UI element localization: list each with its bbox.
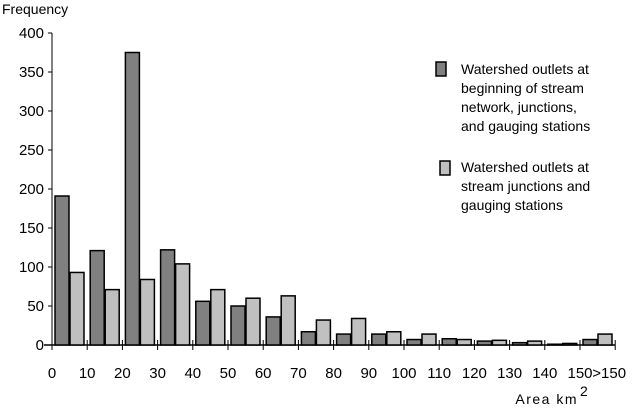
- bar-series2: [386, 330, 402, 346]
- x-tick-label: 110: [427, 365, 451, 382]
- x-axis-label: Area km: [515, 391, 578, 407]
- bar-series2: [562, 342, 578, 346]
- y-tick-label: 50: [27, 298, 44, 315]
- bar-series2: [139, 278, 156, 346]
- x-tick-label: 0: [48, 365, 56, 382]
- legend-label-series2: Watershed outlets at: [461, 159, 589, 175]
- x-tick-label: 40: [184, 365, 201, 382]
- y-tick-label: 0: [36, 337, 44, 354]
- legend-swatch-series2: [439, 160, 451, 176]
- bar-series2: [210, 288, 226, 346]
- x-axis-label-superscript: 2: [580, 383, 588, 399]
- y-tick-label: 250: [19, 142, 44, 159]
- bar-series2: [245, 297, 261, 346]
- bar-series2: [350, 317, 367, 346]
- y-tick-label: 300: [19, 103, 44, 120]
- x-tick-label: 140: [532, 365, 557, 382]
- legend-label-series2: stream junctions and: [461, 178, 590, 194]
- y-tick-label: 400: [19, 25, 44, 42]
- legend-label-series1: network, junctions,: [461, 99, 577, 115]
- x-tick-label: 130: [497, 365, 522, 382]
- bar-series2: [315, 319, 332, 346]
- y-axis-label: Frequency: [2, 1, 68, 17]
- legend-label-series1: beginning of stream: [461, 80, 584, 96]
- bar-series2: [526, 340, 543, 346]
- bar-series1: [582, 338, 598, 346]
- x-tick-label: >150: [592, 365, 626, 382]
- bar-series1: [300, 330, 317, 346]
- bar-series1: [265, 316, 281, 346]
- bar-series2: [491, 339, 508, 346]
- bar-series1: [335, 333, 352, 346]
- y-tick-label: 200: [19, 181, 44, 198]
- y-tick-label: 150: [19, 220, 44, 237]
- bar-series1: [230, 305, 246, 346]
- bar-series1: [441, 338, 457, 346]
- x-tick-label: 150: [567, 365, 592, 382]
- bar-series2: [456, 338, 472, 346]
- bar-series1: [159, 249, 176, 346]
- bar-series1: [547, 343, 563, 346]
- legend-label-series1: Watershed outlets at: [461, 61, 589, 77]
- bar-series1: [89, 249, 105, 346]
- y-tick-label: 100: [19, 259, 44, 276]
- x-tick-label: 10: [79, 365, 96, 382]
- bar-series2: [280, 295, 296, 346]
- bar-series2: [421, 333, 437, 346]
- x-tick-label: 20: [114, 365, 131, 382]
- bar-series1: [511, 341, 528, 346]
- x-tick-label: 70: [290, 365, 307, 382]
- x-tick-label: 100: [391, 365, 416, 382]
- x-tick-label: 90: [360, 365, 377, 382]
- legend-label-series1: and gauging stations: [461, 118, 590, 134]
- legend-label-series2: gauging stations: [461, 197, 563, 213]
- bar-series1: [124, 51, 141, 346]
- bar-series1: [371, 333, 387, 346]
- x-tick-label: 50: [220, 365, 237, 382]
- bar-series1: [476, 340, 493, 346]
- legend-swatch-series1: [435, 61, 447, 77]
- bar-series2: [597, 333, 613, 346]
- bar-series2: [174, 263, 191, 346]
- bar-series1: [54, 195, 70, 346]
- x-tick-label: 60: [255, 365, 272, 382]
- bar-series1: [406, 338, 422, 346]
- x-tick-label: 30: [149, 365, 166, 382]
- x-tick-label: 120: [462, 365, 487, 382]
- bar-series1: [195, 300, 211, 346]
- bar-series2: [104, 288, 120, 346]
- bar-series2: [69, 271, 85, 346]
- x-tick-label: 80: [325, 365, 342, 382]
- y-tick-label: 350: [19, 64, 44, 81]
